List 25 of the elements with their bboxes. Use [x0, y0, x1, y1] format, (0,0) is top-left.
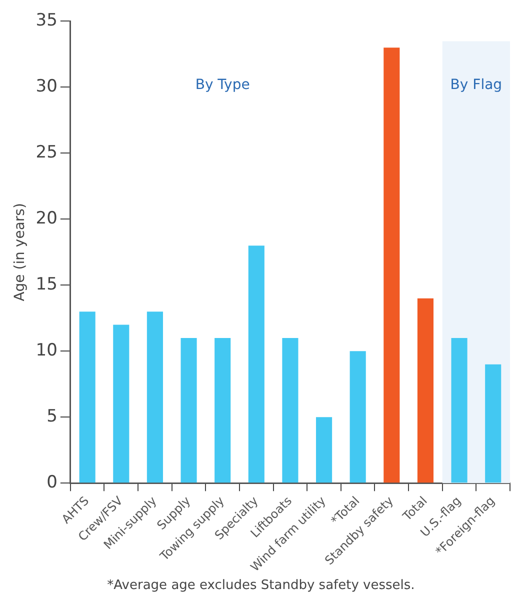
y-tick-label: 5 — [46, 406, 58, 427]
y-tick-label: 25 — [36, 142, 58, 163]
y-tick-label: 35 — [36, 10, 58, 31]
y-axis-title: Age (in years) — [12, 203, 28, 302]
annotation: By Type — [195, 77, 250, 94]
bar — [451, 338, 468, 483]
bar — [146, 312, 163, 483]
band-label: By Flag — [450, 77, 502, 94]
bar — [316, 417, 332, 483]
y-tick-label: 20 — [36, 208, 58, 229]
y-tick-label: 30 — [36, 76, 58, 97]
bar — [282, 338, 298, 483]
bar — [485, 364, 502, 483]
bar — [113, 324, 130, 483]
bar — [180, 338, 197, 483]
bar — [350, 351, 366, 483]
y-tick-label: 15 — [36, 274, 58, 295]
y-tick-label: 0 — [46, 472, 58, 493]
bar — [417, 298, 434, 483]
bar — [248, 246, 264, 483]
text: *Average age excludes Standby safety vessels. — [106, 578, 416, 593]
bar — [214, 338, 231, 483]
y-tick-label: 10 — [36, 340, 58, 361]
bar — [384, 48, 400, 483]
bar — [79, 312, 96, 483]
